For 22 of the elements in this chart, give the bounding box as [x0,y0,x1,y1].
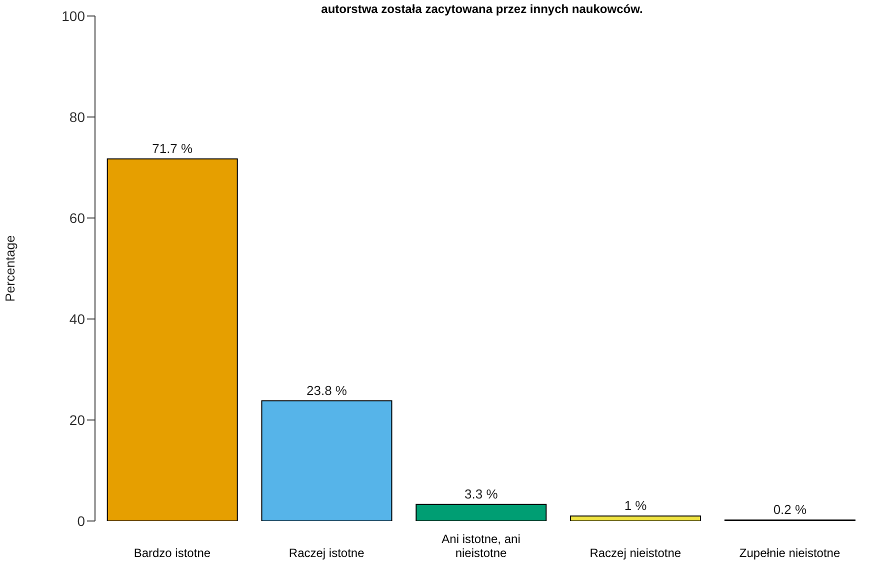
y-tick-label: 20 [69,412,86,428]
y-axis-title: Percentage [2,235,18,302]
data-label: 71.7 % [152,140,194,156]
y-tick-label: 80 [69,108,86,125]
data-label: 3.3 % [464,486,498,502]
bar [261,400,392,521]
chart-title: autorstwa została zacytowana przez innych naukowców. [320,2,644,16]
x-tick-label: Bardzo istotne [134,546,211,560]
data-label: 0.2 % [773,502,808,517]
y-tick-label: 0 [77,512,86,529]
bar [106,158,238,521]
y-tick-label: 100 [62,8,86,24]
data-label: 23.8 % [306,382,348,398]
data-label: 1 % [624,498,648,513]
x-tick-label: Zupełnie nieistotne [739,546,840,560]
bar [570,515,702,521]
y-tick-label: 40 [69,310,86,327]
x-tick-label: Raczej istotne [288,546,365,560]
y-tick-label: 60 [69,210,86,226]
bar [416,504,547,521]
x-tick-label: Raczej nieistotne [590,546,682,560]
x-tick-label: Ani istotne, ani nieistotne [442,532,520,560]
